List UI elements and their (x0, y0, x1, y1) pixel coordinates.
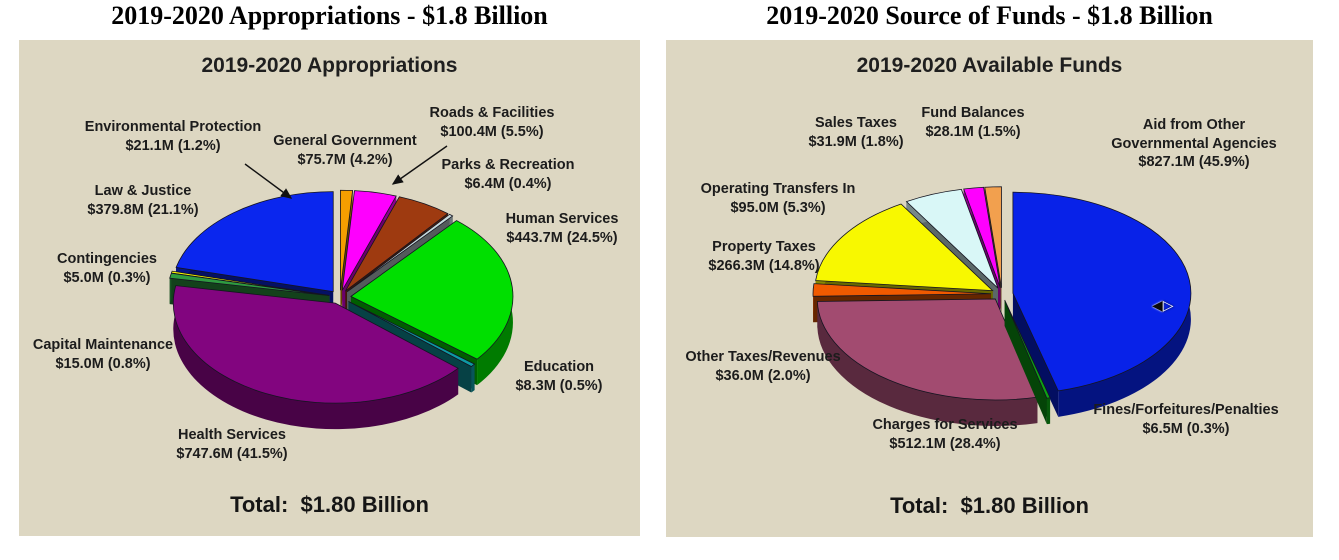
slice-label-law-justice: Law & Justice $379.8M (21.1%) (87, 183, 199, 218)
next-arrow-icon[interactable]: ▷ (1162, 297, 1174, 313)
appropriations-pie-chart (169, 145, 514, 430)
pie-slice-charges-for-services (816, 298, 1038, 426)
pie-slice-aid-from-other-governmental-agencies (1012, 191, 1192, 417)
label-callout-arrow (391, 145, 448, 185)
slice-label-fund-balances: Fund Balances $28.1M (1.5%) (921, 105, 1025, 140)
slice-label-education: Education $8.3M (0.5%) (515, 359, 603, 394)
slice-label-charges-for-services: Charges for Services $512.1M (28.4%) (872, 417, 1018, 452)
total-label-available-funds: Total: $1.80 Billion (890, 493, 1089, 518)
slice-label-parks-recreation: Parks & Recreation $6.4M (0.4%) (441, 157, 575, 192)
chart-title-appropriations: 2019-2020 Appropriations (201, 54, 458, 77)
total-label-appropriations: Total: $1.80 Billion (230, 492, 429, 517)
slice-label-property-taxes: Property Taxes $266.3M (14.8%) (708, 239, 820, 274)
prev-arrow-icon[interactable]: ◀ (1152, 297, 1163, 313)
appropriations-chart-panel: 2019-2020 Appropriations Total: $1.80 Bi… (19, 40, 640, 536)
chart-title-available-funds: 2019-2020 Available Funds (856, 54, 1123, 77)
pie-slice-fines-forfeitures-penalties (1004, 299, 1051, 425)
slice-label-sales-taxes: Sales Taxes $31.9M (1.8%) (808, 115, 904, 150)
slice-label-human-services: Human Services $443.7M (24.5%) (505, 211, 619, 246)
slice-label-general-government: General Government $75.7M (4.2%) (273, 133, 417, 168)
available-funds-pie-chart (812, 186, 1192, 426)
slice-label-aid-from-other-governmental-agencies: Aid from Other Governmental Agencies $82… (1111, 117, 1277, 171)
right-chart-header: 2019-2020 Source of Funds - $1.8 Billion (766, 1, 1213, 30)
slice-label-capital-maintenance: Capital Maintenance $15.0M (0.8%) (32, 337, 174, 372)
available-funds-chart-panel: 2019-2020 Available Funds Total: $1.80 B… (666, 40, 1313, 537)
slice-label-operating-transfers-in: Operating Transfers In $95.0M (5.3%) (700, 181, 856, 216)
left-chart-header: 2019-2020 Appropriations - $1.8 Billion (111, 1, 548, 30)
slice-label-roads-facilities: Roads & Facilities $100.4M (5.5%) (429, 105, 555, 140)
slice-label-contingencies: Contingencies $5.0M (0.3%) (57, 251, 157, 286)
slice-label-health-services: Health Services $747.6M (41.5%) (176, 427, 288, 462)
slice-label-environmental-protection: Environmental Protection $21.1M (1.2%) (84, 119, 262, 154)
pie-slice-health-services (172, 285, 459, 430)
slice-label-other-taxes-revenues: Other Taxes/Revenues $36.0M (2.0%) (685, 349, 841, 384)
prev-next-arrows-icon[interactable]: ◀▷ (1152, 298, 1174, 312)
label-callout-arrow (244, 163, 293, 199)
slice-label-fines-forfeitures-penalties: Fines/Forfeitures/Penalties $6.5M (0.3%) (1093, 402, 1279, 437)
